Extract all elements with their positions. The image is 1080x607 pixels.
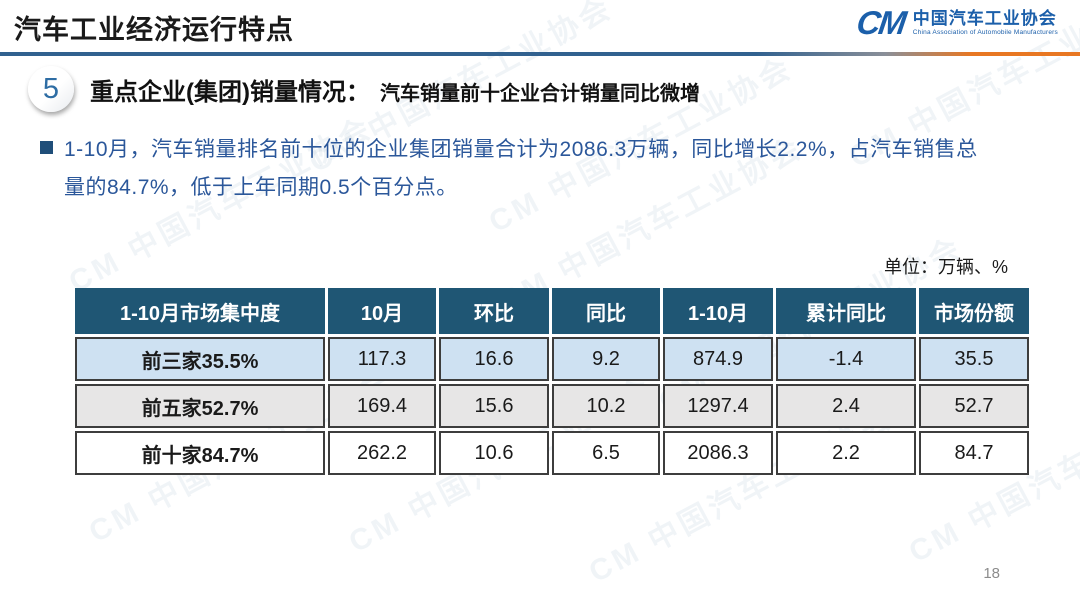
section-heading: 5 重点企业(集团)销量情况： 汽车销量前十企业合计销量同比微增 (28, 66, 700, 112)
col-header-market-share: 市场份额 (919, 288, 1029, 334)
table-value-cell: 6.5 (552, 431, 660, 475)
table-header-row: 1-10月市场集中度 10月 环比 同比 1-10月 累计同比 市场份额 (75, 288, 1029, 334)
col-header-october: 10月 (328, 288, 436, 334)
table-row: 前十家84.7% 262.2 10.6 6.5 2086.3 2.2 84.7 (75, 431, 1029, 475)
table-row: 前五家52.7% 169.4 15.6 10.2 1297.4 2.4 52.7 (75, 384, 1029, 428)
table-value-cell: 9.2 (552, 337, 660, 381)
bullet-square-icon (40, 141, 53, 154)
table-row: 前三家35.5% 117.3 16.6 9.2 874.9 -1.4 35.5 (75, 337, 1029, 381)
table-value-cell: -1.4 (776, 337, 916, 381)
slide-header: 汽车工业经济运行特点 CM 中国汽车工业协会 China Association… (0, 0, 1080, 52)
logo-org-name-cn: 中国汽车工业协会 (912, 8, 1057, 28)
col-header-yoy: 同比 (552, 288, 660, 334)
table-value-cell: 874.9 (663, 337, 773, 381)
col-header-jan-oct: 1-10月 (663, 288, 773, 334)
market-concentration-table: 1-10月市场集中度 10月 环比 同比 1-10月 累计同比 市场份额 前三家… (72, 285, 1032, 478)
table-value-cell: 2.2 (776, 431, 916, 475)
table-value-cell: 2.4 (776, 384, 916, 428)
table-value-cell: 35.5 (919, 337, 1029, 381)
table-value-cell: 117.3 (328, 337, 436, 381)
table-value-cell: 16.6 (439, 337, 549, 381)
header-divider (0, 52, 1080, 56)
row-label-cell: 前三家35.5% (75, 337, 325, 381)
caam-logo: CM 中国汽车工业协会 China Association of Automob… (854, 4, 1058, 41)
table-value-cell: 169.4 (328, 384, 436, 428)
logo-names: 中国汽车工业协会 China Association of Automobile… (913, 9, 1058, 36)
unit-label: 单位：万辆、% (883, 257, 1008, 277)
page-number: 18 (983, 565, 1000, 582)
caam-logo-icon: CM (854, 4, 908, 41)
logo-org-name-en: China Association of Automobile Manufact… (912, 28, 1058, 36)
bullet-text: 1-10月，汽车销量排名前十位的企业集团销量合计为2086.3万辆，同比增长2.… (64, 138, 978, 199)
row-label-cell: 前五家52.7% (75, 384, 325, 428)
table-value-cell: 262.2 (328, 431, 436, 475)
col-header-concentration: 1-10月市场集中度 (75, 288, 325, 334)
section-number-badge: 5 (28, 66, 74, 112)
bullet-paragraph: 1-10月，汽车销量排名前十位的企业集团销量合计为2086.3万辆，同比增长2.… (40, 131, 988, 207)
table-value-cell: 10.2 (552, 384, 660, 428)
table-value-cell: 15.6 (439, 384, 549, 428)
col-header-mom: 环比 (439, 288, 549, 334)
page-title: 汽车工业经济运行特点 (14, 15, 294, 45)
section-titles: 重点企业(集团)销量情况： 汽车销量前十企业合计销量同比微增 (90, 72, 700, 107)
section-title: 重点企业(集团)销量情况： (90, 78, 370, 106)
table-value-cell: 84.7 (919, 431, 1029, 475)
table-value-cell: 52.7 (919, 384, 1029, 428)
col-header-cumulative-yoy: 累计同比 (776, 288, 916, 334)
table-value-cell: 1297.4 (663, 384, 773, 428)
table-value-cell: 10.6 (439, 431, 549, 475)
table-value-cell: 2086.3 (663, 431, 773, 475)
section-subtitle: 汽车销量前十企业合计销量同比微增 (379, 82, 700, 105)
row-label-cell: 前十家84.7% (75, 431, 325, 475)
table-body: 前三家35.5% 117.3 16.6 9.2 874.9 -1.4 35.5 前五家52.7… (75, 337, 1029, 475)
